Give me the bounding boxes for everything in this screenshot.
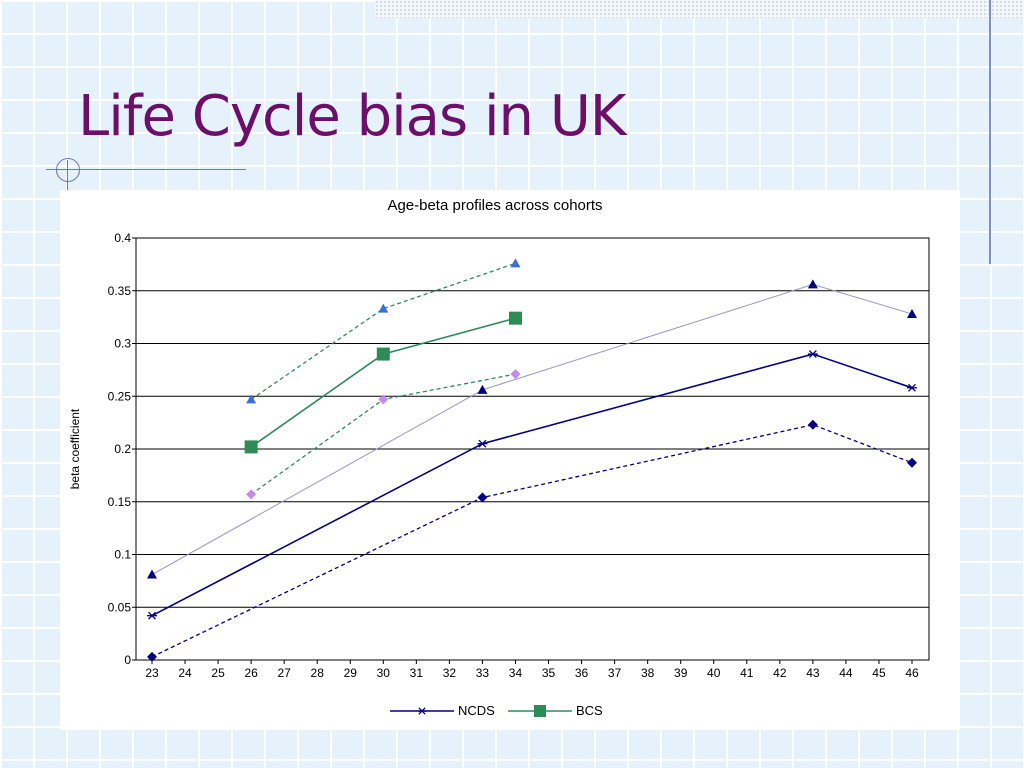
series-line-2 [151,424,913,658]
x-tick-label: 34 [509,666,523,680]
data-point-triangle [378,303,389,313]
y-tick-label: 0.2 [114,442,131,456]
data-point-asterisk [807,350,818,359]
x-tick-label: 42 [773,666,787,680]
slide-title: Life Cycle bias in UK [78,84,627,149]
x-tick-label: 26 [244,666,258,680]
y-tick-label: 0.05 [108,600,132,614]
x-tick-label: 31 [410,666,424,680]
data-point-diamond [510,369,521,380]
y-tick-label: 0.25 [108,389,132,403]
x-tick-label: 23 [145,666,159,680]
data-point-asterisk [147,611,157,620]
x-tick-label: 30 [377,666,391,680]
y-tick-label: 0.15 [108,495,132,509]
x-tick-label: 46 [905,666,919,680]
x-tick-label: 40 [707,666,721,680]
x-axis-ticks: 23 24 25 26 27 28 29 30 31 32 33 34 35 36 37 38 39 40 41 42… [145,660,919,680]
x-tick-label: 38 [641,666,655,680]
data-point-triangle [477,384,488,394]
data-point-triangle [147,569,157,579]
x-tick-label: 43 [806,666,820,680]
data-point-diamond [907,457,917,468]
x-tick-label: 41 [740,666,754,680]
chart-title: Age-beta profiles across cohorts [387,197,602,214]
series-line-3 [151,283,913,575]
series-line-1 [151,353,913,617]
y-axis-label: beta coefficient [68,408,82,489]
decorative-horizontal-line [46,169,246,170]
x-tick-label: 28 [311,666,325,680]
x-tick-label: 35 [542,666,556,680]
data-point-diamond [246,489,257,500]
legend-label: NCDS [458,703,495,718]
data-point-triangle [246,394,257,404]
legend-marker [417,707,427,715]
x-tick-label: 32 [443,666,457,680]
y-axis-ticks: 0 0.05 0.1 0.15 0.2 0.25 0.3 0.35 0.4 [108,231,136,667]
x-tick-label: 29 [344,666,358,680]
legend: NCDS BCS [390,703,603,718]
x-tick-label: 36 [575,666,589,680]
x-tick-label: 24 [178,666,192,680]
decorative-vertical-line-right [989,0,991,264]
legend-marker [534,705,546,717]
decorative-dotted-band [375,0,1024,18]
data-point-diamond [147,651,157,662]
y-tick-label: 0.4 [114,231,131,245]
decorative-circle-icon [56,158,80,182]
x-tick-label: 33 [476,666,490,680]
data-point-square [508,311,522,325]
legend-label: BCS [576,703,603,718]
data-point-triangle [510,258,521,268]
x-tick-label: 44 [839,666,853,680]
data-point-asterisk [907,383,917,392]
x-tick-label: 27 [277,666,291,680]
x-tick-label: 45 [872,666,886,680]
y-tick-label: 0.3 [114,337,131,351]
data-point-diamond [378,394,389,405]
x-tick-label: 25 [211,666,225,680]
data-point-diamond [807,419,818,430]
gridlines [136,290,929,608]
series-line-5 [250,262,516,400]
y-tick-label: 0.35 [108,284,132,298]
data-point-square [244,440,258,454]
data-point-diamond [477,492,488,503]
data-point-triangle [807,279,818,289]
x-tick-label: 39 [674,666,688,680]
x-tick-label: 37 [608,666,622,680]
data-point-square [376,347,390,361]
y-tick-label: 0 [124,653,131,667]
series-markers [147,258,917,662]
data-point-triangle [907,308,917,318]
y-tick-label: 0.1 [114,548,131,562]
data-point-asterisk [477,439,488,448]
